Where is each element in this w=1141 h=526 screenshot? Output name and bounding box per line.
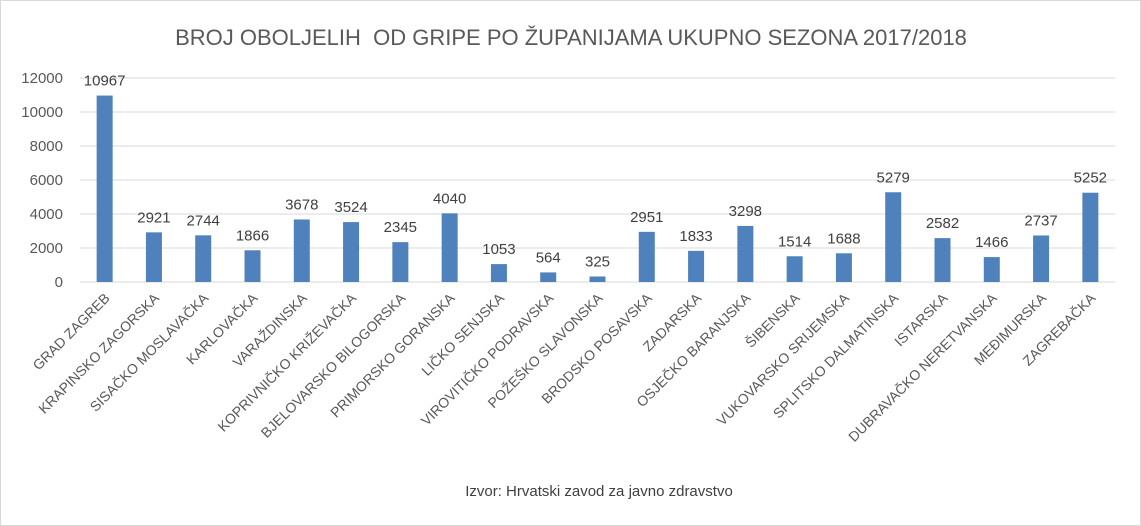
bar	[638, 231, 655, 282]
y-tick-label: 2000	[30, 240, 63, 257]
data-label: 10967	[84, 73, 126, 90]
y-tick-label: 10000	[21, 104, 63, 121]
y-axis-tick-labels: 0 2000 4000 6000 8000 10000 12000	[21, 70, 63, 291]
data-label: 1514	[778, 233, 811, 250]
bar	[540, 272, 557, 282]
data-label: 564	[536, 249, 561, 266]
y-tick-label: 12000	[21, 70, 63, 87]
data-label: 4040	[433, 190, 466, 207]
data-label: 2744	[187, 212, 220, 229]
data-label: 2951	[630, 209, 663, 226]
bar	[441, 213, 458, 282]
data-label: 5252	[1074, 170, 1107, 187]
y-tick-label: 8000	[30, 138, 63, 155]
bar	[983, 257, 1000, 282]
bar	[885, 192, 902, 282]
bars	[96, 95, 1099, 282]
data-label: 3298	[729, 203, 762, 220]
bar	[1033, 235, 1050, 282]
bar	[490, 264, 507, 282]
data-label: 1833	[679, 228, 712, 245]
data-label: 5279	[877, 169, 910, 186]
bar	[688, 250, 705, 282]
bar	[343, 222, 360, 282]
data-label: 1466	[975, 234, 1008, 251]
data-label: 325	[585, 253, 610, 270]
bar	[589, 276, 606, 282]
bar	[835, 253, 852, 282]
data-label: 2582	[926, 215, 959, 232]
bar	[786, 256, 803, 282]
bar	[392, 242, 409, 282]
bar	[934, 238, 951, 282]
chart-title: BROJ OBOLJELIH OD GRIPE PO ŽUPANIJAMA UK…	[175, 25, 967, 50]
data-label: 1053	[482, 241, 515, 258]
bar	[195, 235, 212, 282]
bar	[145, 232, 162, 282]
data-label: 3678	[285, 196, 318, 213]
bar	[244, 250, 261, 282]
data-label: 2737	[1024, 212, 1057, 229]
data-labels: 10967 2921 2744 1866 3678 3524 2345 4040 1053 564…	[84, 73, 1107, 271]
bar	[737, 225, 754, 282]
category-label: LIČKO SENJSKA	[418, 289, 507, 378]
y-tick-label: 6000	[30, 172, 63, 189]
data-label: 3524	[334, 199, 367, 216]
data-label: 2345	[384, 219, 417, 236]
bar	[1082, 192, 1099, 282]
data-label: 1688	[827, 230, 860, 247]
y-tick-label: 0	[55, 274, 63, 291]
bar	[96, 95, 113, 282]
gridlines	[80, 77, 1115, 283]
data-label: 2921	[137, 209, 170, 226]
data-label: 1866	[236, 227, 269, 244]
y-tick-label: 4000	[30, 206, 63, 223]
bar	[293, 219, 310, 282]
chart-source: Izvor: Hrvatski zavod za javno zdravstvo	[465, 483, 733, 500]
